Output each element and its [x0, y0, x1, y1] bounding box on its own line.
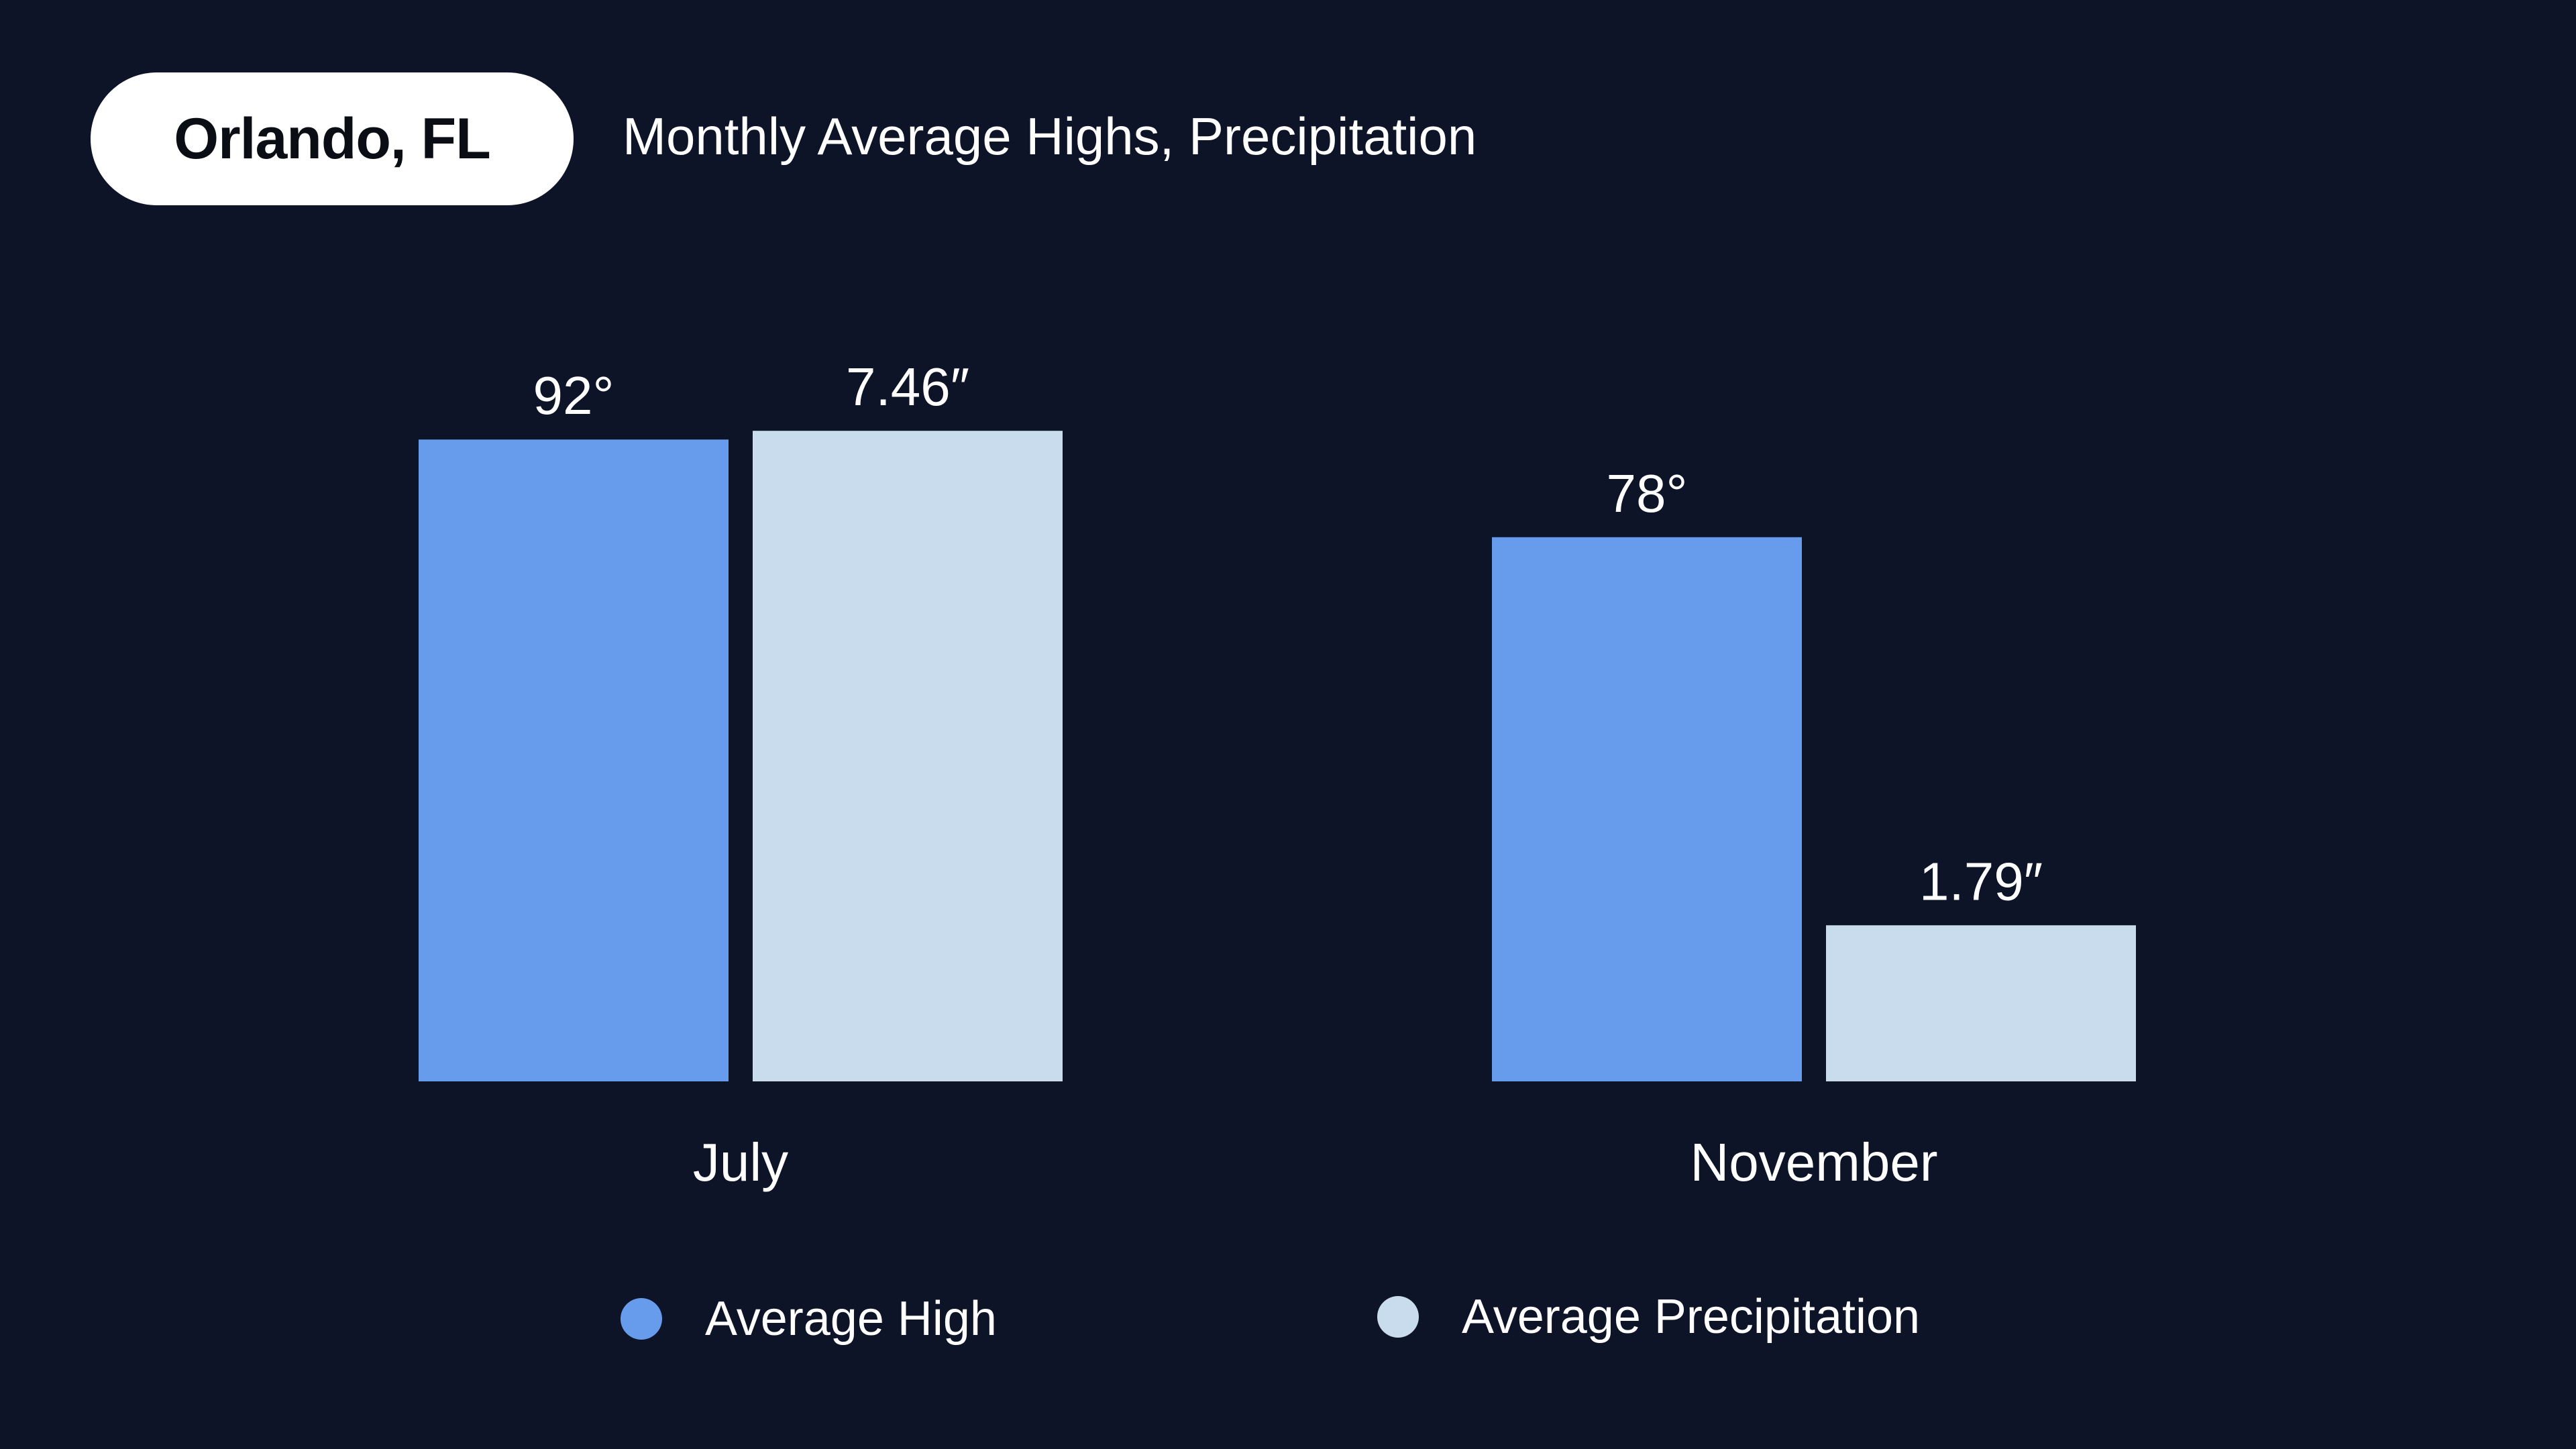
legend-item-average-precipitation: Average Precipitation — [1377, 1289, 1920, 1344]
legend-swatch-average-high — [621, 1298, 662, 1340]
bar-november-average-precipitation — [1826, 925, 2136, 1081]
bar-july-average-precipitation — [753, 431, 1063, 1081]
category-label-july: July — [693, 1132, 788, 1192]
legend-swatch-average-precipitation — [1377, 1296, 1419, 1338]
bar-july-average-high — [419, 439, 729, 1081]
data-label-july-average-precipitation: 7.46″ — [846, 357, 969, 417]
data-label-july-average-high: 92° — [533, 366, 614, 425]
data-label-november-average-precipitation: 1.79″ — [1919, 851, 2043, 911]
city-title: Orlando, FL — [174, 106, 491, 171]
data-label-november-average-high: 78° — [1607, 464, 1688, 523]
legend-item-average-high: Average High — [621, 1291, 997, 1346]
legend-label-average-precipitation: Average Precipitation — [1462, 1290, 1921, 1344]
category-label-november: November — [1690, 1132, 1937, 1192]
bar-november-average-high — [1492, 537, 1802, 1081]
chart-subtitle: Monthly Average Highs, Precipitation — [623, 107, 1477, 166]
city-badge: Orlando, FL — [91, 72, 574, 205]
legend-label-average-high: Average High — [705, 1292, 997, 1346]
